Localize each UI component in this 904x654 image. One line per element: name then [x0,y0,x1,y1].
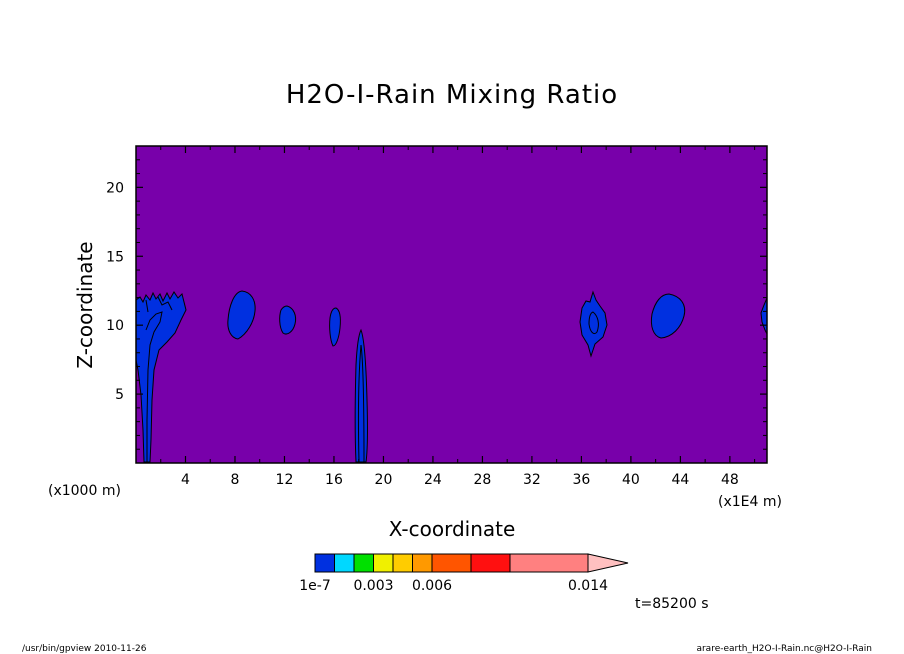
colorbar-segment [509,553,589,573]
colorbar-arrow [587,553,629,573]
x-tick-label: 8 [231,472,240,488]
contour-column-inner [357,344,365,463]
time-label: t=85200 s [635,596,709,612]
x-tick-label: 28 [474,472,492,488]
y-axis-label: Z-coordinate [73,241,97,368]
colorbar-label: 0.003 [353,578,393,594]
x-tick-label: 40 [622,472,640,488]
x-tick-label: 4 [181,472,190,488]
y-tick-label: 5 [115,387,124,403]
footer-right: arare-earth_H2O-I-Rain.nc@H2O-I-Rain [696,644,872,654]
y-tick-label: 15 [106,249,124,265]
colorbar-segment [314,553,335,573]
region-cell-16 [329,307,341,347]
contour-left-top [145,296,173,313]
x-tick-label: 48 [721,472,739,488]
colorbar [314,553,629,573]
x-unit-label: (x1000 m) [48,483,121,499]
x-tick-label: 32 [523,472,541,488]
colorbar-segment [373,553,394,573]
contour-left-inner [145,311,163,462]
x-tick-label: 12 [276,472,294,488]
x-tick-label: 16 [325,472,343,488]
blue-regions [135,290,768,463]
y-tick-label: 20 [106,180,124,196]
x-axis-label: X-coordinate [389,517,516,541]
x-tick-label: 44 [671,472,689,488]
plot-frame [135,145,768,464]
colorbar-segment [392,553,413,573]
colorbar-segment [470,553,511,573]
colorbar-label: 0.006 [412,578,452,594]
x-tick-label: 20 [375,472,393,488]
y-tick-label: 10 [106,318,124,334]
colorbar-segment [353,553,374,573]
colorbar-segment [412,553,433,573]
region-cell-37 [579,290,608,358]
contour-cell37-inner [588,311,599,335]
region-cell-8 [227,290,256,340]
region-cell-43 [650,293,686,339]
colorbar-segment [334,553,355,573]
colorbar-labels: 1e-7 0.003 0.006 0.014 [299,578,608,594]
x-tick-label: 36 [572,472,590,488]
chart-title: H2O-I-Rain Mixing Ratio [286,80,618,110]
colorbar-label: 1e-7 [299,578,330,594]
colorbar-label: 0.014 [568,578,608,594]
x-scale-label: (x1E4 m) [718,494,782,510]
colorbar-segment [431,553,472,573]
region-left-column [135,291,187,463]
region-cell-12 [279,305,297,335]
y-ticks: 5 10 15 20 [106,159,767,450]
x-ticks: 4 8 12 16 20 24 28 32 36 40 44 48 [160,146,756,488]
footer-left: /usr/bin/gpview 2010-11-26 [22,644,147,654]
x-tick-label: 24 [424,472,442,488]
